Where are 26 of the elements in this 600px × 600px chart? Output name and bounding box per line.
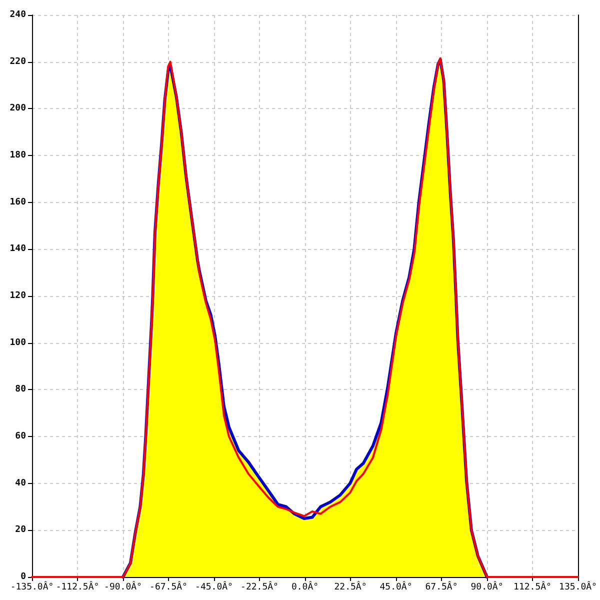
y-tick-label: 80 <box>15 384 26 395</box>
x-tick-label: -112.5Â° <box>56 580 100 592</box>
x-tick-label: 67.5Â° <box>425 580 458 592</box>
x-tick-label: 45.0Â° <box>380 580 412 592</box>
x-tick-label: -67.5Â° <box>150 580 188 592</box>
x-tick-label: 112.5Â° <box>514 580 552 592</box>
y-tick-label: 20 <box>15 525 26 536</box>
x-tick-label: 0.0Â° <box>291 580 319 592</box>
x-tick-label: -22.5Â° <box>240 580 278 592</box>
y-tick-label: 120 <box>10 291 26 301</box>
x-tick-label: 135.0Â° <box>559 580 597 592</box>
x-tick-label: -135.0Â° <box>10 580 54 592</box>
x-tick-label: -90.0Â° <box>104 580 142 592</box>
y-tick-label: 180 <box>10 150 26 160</box>
x-tick-label: 90.0Â° <box>470 580 504 592</box>
y-tick-label: 0 <box>20 572 26 582</box>
y-tick-label: 200 <box>10 104 26 114</box>
y-tick-label: 160 <box>10 197 26 208</box>
y-tick-label: 40 <box>15 478 26 488</box>
y-tick-label: 140 <box>10 244 26 254</box>
y-tick-label: 60 <box>15 432 26 442</box>
y-tick-label: 220 <box>10 56 26 67</box>
y-tick-label: 240 <box>10 10 26 20</box>
x-tick-label: 22.5Â° <box>334 580 367 592</box>
y-tick-label: 100 <box>10 338 26 348</box>
x-tick-label: -45.0Â° <box>195 580 233 592</box>
